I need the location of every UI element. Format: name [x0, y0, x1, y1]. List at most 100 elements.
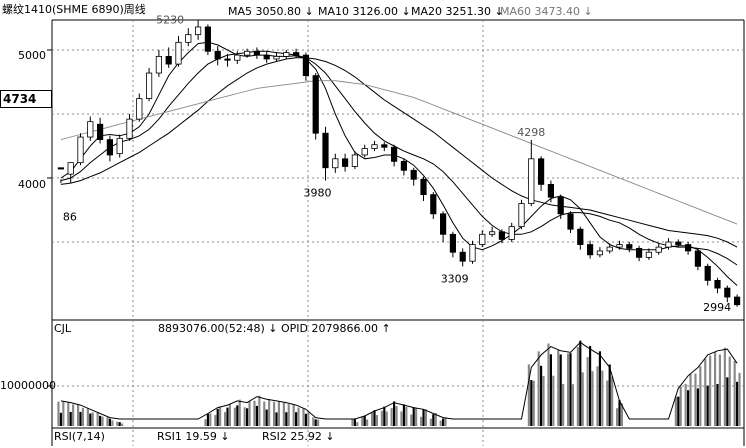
- candle-body: [155, 56, 162, 74]
- candle-body: [479, 233, 486, 245]
- volume-bar: [228, 404, 232, 426]
- candle-body: [283, 52, 290, 57]
- volume-bar: [314, 419, 317, 426]
- candle-body: [116, 137, 123, 155]
- ma10-readout: MA10 3126.00 ↓: [318, 5, 411, 18]
- volume-bar: [620, 403, 624, 426]
- candle-body: [518, 203, 525, 228]
- volume-bar: [549, 354, 552, 426]
- candle-body: [440, 213, 447, 235]
- candle-body: [528, 158, 535, 205]
- candle-body: [263, 54, 270, 60]
- volume-bar: [677, 396, 680, 426]
- volume-bar: [248, 401, 251, 426]
- rsi1-readout: RSI1 19.59 ↓: [157, 430, 230, 443]
- volume-bar: [723, 347, 726, 426]
- volume-bar: [679, 386, 682, 426]
- volume-bar: [76, 404, 80, 426]
- volume-bar: [608, 364, 611, 426]
- annotation-2994: 2994: [703, 301, 731, 314]
- annotation-5230: 5230: [156, 14, 184, 27]
- candle-body: [675, 241, 682, 245]
- volume-bar: [255, 405, 258, 426]
- candle-body: [234, 54, 241, 61]
- candle-body: [596, 250, 603, 256]
- candle-body: [420, 178, 427, 196]
- volume-bar: [275, 412, 278, 426]
- candle-body: [538, 158, 545, 185]
- volume-bar: [419, 416, 423, 426]
- candle-body: [626, 244, 633, 249]
- volume-bar: [586, 357, 589, 426]
- volume-bar: [282, 402, 285, 426]
- volume-bar: [559, 354, 562, 426]
- candle-body: [126, 118, 133, 139]
- volume-bar: [287, 404, 290, 426]
- volume-bar: [393, 401, 396, 426]
- candle-body: [371, 144, 378, 149]
- candle-body: [106, 139, 113, 156]
- rsi-panel-label: RSI(7,14): [54, 430, 105, 443]
- volume-bar: [429, 418, 432, 426]
- volume-tick-10000000: 10000000: [0, 379, 56, 392]
- volume-bar: [356, 422, 359, 426]
- volume-bar: [81, 407, 85, 426]
- volume-bar: [285, 412, 288, 426]
- candle-body: [694, 250, 701, 267]
- ma20-readout: MA20 3251.30 ↓: [411, 5, 504, 18]
- volume-bar: [434, 413, 437, 426]
- candle-body: [185, 34, 192, 43]
- volume-bar: [106, 417, 109, 426]
- volume-bar: [373, 410, 376, 426]
- volume-bar: [547, 343, 550, 426]
- volume-bar: [540, 365, 543, 426]
- volume-bar: [363, 415, 366, 426]
- volume-bar: [738, 372, 741, 426]
- volume-bar: [405, 407, 408, 426]
- candle-body: [146, 72, 153, 100]
- volume-bar: [96, 412, 99, 426]
- volume-bar: [292, 404, 295, 426]
- volume-bar: [415, 408, 418, 426]
- candle-body: [391, 146, 398, 162]
- volume-bar: [674, 396, 677, 426]
- volume-bar: [351, 419, 354, 426]
- candle-body: [734, 296, 741, 306]
- volume-bar: [111, 420, 114, 426]
- volume-bar: [726, 377, 729, 426]
- candle-body: [136, 98, 143, 120]
- volume-bar: [317, 419, 320, 426]
- volume-bar: [312, 417, 315, 426]
- volume-bar: [728, 356, 731, 426]
- opid-line: [60, 341, 738, 420]
- candle-body: [489, 231, 496, 235]
- volume-bar: [706, 385, 709, 426]
- candle-body: [430, 194, 437, 215]
- candle-body: [67, 162, 74, 175]
- volume-bar: [713, 351, 717, 426]
- volume-bar: [375, 415, 379, 426]
- ma60-readout: MA60 3473.40 ↓: [500, 5, 593, 18]
- volume-panel-label: CJL: [54, 322, 72, 335]
- volume-bar: [385, 411, 388, 426]
- volume-bars: [57, 340, 741, 426]
- candle-body: [606, 246, 613, 252]
- candle-body: [97, 123, 104, 140]
- candle-body: [704, 265, 711, 281]
- volume-bar: [704, 358, 707, 426]
- candle-body: [714, 279, 721, 289]
- price-annotations: 5230 3980 4298 3309 2994 86: [63, 14, 731, 314]
- ma5-readout: MA5 3050.80 ↓: [228, 5, 314, 18]
- candlestick-series: [57, 20, 741, 307]
- volume-bar: [272, 401, 276, 426]
- volume-bar: [615, 408, 619, 426]
- volume-bar: [226, 407, 229, 426]
- volume-bar: [297, 407, 300, 426]
- volume-bar: [598, 351, 601, 426]
- y-tick-5000: 5000: [18, 49, 46, 62]
- volume-bar: [268, 398, 271, 426]
- volume-bar: [542, 375, 545, 426]
- volume-bar: [233, 407, 236, 426]
- candle-body: [665, 241, 672, 248]
- volume-bar: [307, 412, 310, 426]
